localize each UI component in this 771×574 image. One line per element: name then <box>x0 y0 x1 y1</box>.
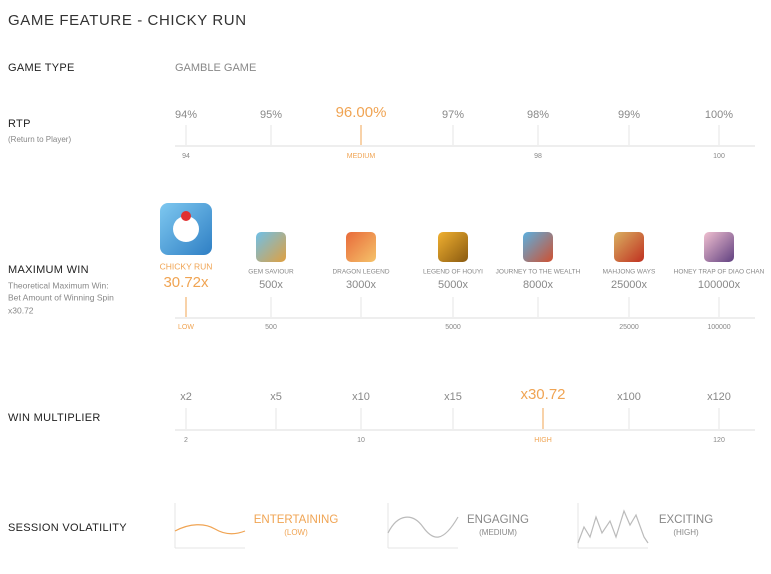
scale-value: x5 <box>270 391 282 403</box>
game-icon <box>438 232 468 262</box>
scale-value: x120 <box>707 391 731 403</box>
max-win-value: 5000x <box>438 279 468 291</box>
scale-value: x2 <box>180 391 192 403</box>
scale-label: 120 <box>713 437 725 444</box>
volatility-name: ENGAGING <box>467 514 529 526</box>
game-type-value: GAMBLE GAME <box>175 62 256 74</box>
scale-label: 25000 <box>619 324 639 331</box>
icon-art <box>181 211 191 221</box>
game-name: DRAGON LEGEND <box>332 269 389 276</box>
scale-value: 98% <box>527 109 549 121</box>
scale-value: x100 <box>617 391 641 403</box>
scale-label: 100 <box>713 153 725 160</box>
scale-label: 2 <box>184 437 188 444</box>
game-name: GEM SAVIOUR <box>248 269 294 276</box>
max-win-value: 100000x <box>698 279 741 291</box>
game-name: JOURNEY TO THE WEALTH <box>496 269 581 276</box>
volatility-level: (LOW) <box>284 528 308 537</box>
scale-value: 97% <box>442 109 464 121</box>
max-win-value: 500x <box>259 279 283 291</box>
volatility-curve <box>387 516 459 538</box>
game-icon <box>523 232 553 262</box>
game-name: MAHJONG WAYS <box>603 269 656 276</box>
scale-value: x30.72 <box>520 386 565 403</box>
scale-label: 100000 <box>707 324 730 331</box>
volatility-level: (HIGH) <box>673 528 699 537</box>
section-sublabel: Bet Amount of Winning Spin <box>8 292 114 302</box>
scale-value: 100% <box>705 109 733 121</box>
scale-label: 5000 <box>445 324 461 331</box>
game-icon <box>704 232 734 262</box>
scale-value: x15 <box>444 391 462 403</box>
volatility-name: EXCITING <box>659 514 713 526</box>
section-sublabel: x30.72 <box>8 305 34 315</box>
volatility-curve <box>174 524 246 535</box>
volatility-level: (MEDIUM) <box>479 528 517 537</box>
max-win-value: 25000x <box>611 279 648 291</box>
volatility-name: ENTERTAINING <box>254 514 339 526</box>
icon-art <box>173 216 199 242</box>
volatility-curve <box>577 509 649 544</box>
scale-value: 95% <box>260 109 282 121</box>
scale-label: MEDIUM <box>347 153 376 160</box>
scale-value: 94% <box>175 109 197 121</box>
section-sublabel: Theoretical Maximum Win: <box>8 280 109 290</box>
game-icon <box>256 232 286 262</box>
section-label: RTP <box>8 118 31 130</box>
scale-label: 98 <box>534 153 542 160</box>
scale-label: HIGH <box>534 437 552 444</box>
scale-label: 10 <box>357 437 365 444</box>
game-icon <box>346 232 376 262</box>
scale-label: LOW <box>178 324 194 331</box>
page-title: GAME FEATURE - CHICKY RUN <box>8 12 247 29</box>
game-name: HONEY TRAP OF DIAO CHAN <box>674 269 765 276</box>
section-label: GAME TYPE <box>8 62 75 74</box>
game-name: CHICKY RUN <box>160 261 213 271</box>
section-label: WIN MULTIPLIER <box>8 412 101 424</box>
scale-value: 96.00% <box>336 104 387 121</box>
section-label: SESSION VOLATILITY <box>8 522 127 534</box>
scale-label: 94 <box>182 153 190 160</box>
section-sublabel: (Return to Player) <box>8 135 71 144</box>
max-win-value: 8000x <box>523 279 553 291</box>
scale-label: 500 <box>265 324 277 331</box>
section-label: MAXIMUM WIN <box>8 264 89 276</box>
scale-value: 99% <box>618 109 640 121</box>
scale-value: x10 <box>352 391 370 403</box>
game-icon <box>614 232 644 262</box>
game-name: LEGEND OF HOUYI <box>423 269 483 276</box>
max-win-value: 3000x <box>346 279 376 291</box>
max-win-value: 30.72x <box>163 274 209 291</box>
